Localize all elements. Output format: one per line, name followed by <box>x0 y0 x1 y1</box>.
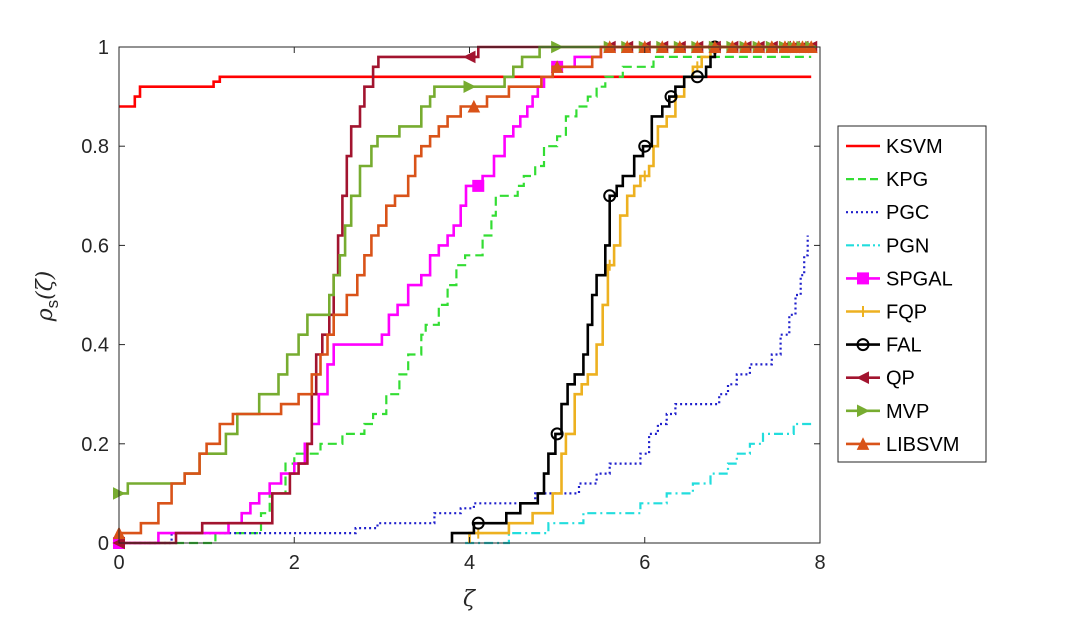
series-line-mvp <box>119 45 812 495</box>
legend-label: MVP <box>886 401 929 423</box>
series-marker-libsvm <box>467 99 481 113</box>
y-axis-label-arg: (ζ) <box>33 271 58 300</box>
legend-entry-pgn: PGN <box>846 235 929 257</box>
series-marker-fal <box>471 516 485 530</box>
x-tick-label: 2 <box>289 552 300 574</box>
legend-label: LIBSVM <box>886 434 959 456</box>
legend-marker <box>857 272 869 285</box>
x-tick-label: 0 <box>113 552 124 574</box>
svg-text:ρs(ζ): ρs(ζ) <box>33 271 62 323</box>
series-line-kpg <box>119 55 812 545</box>
x-tick-label: 4 <box>464 552 475 574</box>
legend-entry-spgal: SPGAL <box>846 268 953 290</box>
series-marker-qp <box>462 50 476 64</box>
series-marker-fqp <box>639 170 651 182</box>
plot-area <box>119 47 820 543</box>
series-line-pgc <box>119 235 809 545</box>
series-line-libsvm <box>119 45 812 535</box>
legend-label: SPGAL <box>886 268 953 290</box>
legend-label: QP <box>886 368 915 390</box>
ticks-layer: 0 2 4 6 8 0 0.2 0.4 0.6 0.8 1 <box>81 37 825 574</box>
series-marker-spgal <box>472 179 485 192</box>
y-tick-label: 0.6 <box>81 235 109 257</box>
y-tick-label: 1 <box>98 37 109 59</box>
series-marker-fal <box>638 139 652 153</box>
legend-label: KPG <box>886 169 928 191</box>
y-tick-label: 0.4 <box>81 335 109 357</box>
legend: KSVM KPG PGC PGN SPGAL FQP FAL QP MVP LIBSVM <box>837 125 987 463</box>
legend-entry-mvp: MVP <box>846 401 929 423</box>
legend-entry-pgc: PGC <box>846 202 929 224</box>
series-line-ksvm <box>119 75 812 108</box>
legend-entry-ksvm: KSVM <box>846 136 943 158</box>
x-axis-label: ζ <box>463 587 477 612</box>
y-axis-label-sub: s <box>43 300 62 309</box>
legend-entry-qp: QP <box>846 368 915 390</box>
series-line-pgn <box>465 422 812 545</box>
series-kpg <box>119 55 812 545</box>
legend-label: FQP <box>886 302 927 324</box>
legend-entry-libsvm: LIBSVM <box>846 434 959 456</box>
legend-entry-fqp: FQP <box>846 302 927 324</box>
legend-marker <box>857 404 870 418</box>
x-tick-label: 6 <box>639 552 650 574</box>
y-tick-label: 0.8 <box>81 136 109 158</box>
legend-box <box>837 125 987 463</box>
series-marker-fal <box>603 189 617 203</box>
series-line-qp <box>119 45 812 545</box>
legend-label: KSVM <box>886 136 943 158</box>
legend-marker <box>856 371 869 385</box>
y-axis-label: ρs(ζ) <box>33 271 62 323</box>
x-tick-label: 8 <box>814 552 825 574</box>
legend-entry-fal: FAL <box>846 335 922 357</box>
legend-label: PGN <box>886 235 929 257</box>
legend-marker <box>856 338 870 352</box>
series-ksvm <box>119 75 812 108</box>
y-tick-label: 0.2 <box>81 434 109 456</box>
legend-marker <box>857 306 869 317</box>
legend-label: PGC <box>886 202 929 224</box>
y-tick-label: 0 <box>98 533 109 555</box>
series-pgc <box>119 235 809 545</box>
legend-label: FAL <box>886 335 922 357</box>
series-pgn <box>465 422 812 545</box>
y-axis-label-main: ρ <box>33 308 58 322</box>
series-marker-libsvm <box>550 60 564 73</box>
legend-entry-kpg: KPG <box>846 169 928 191</box>
series-marker-mvp <box>463 80 477 93</box>
legend-marker <box>856 437 870 450</box>
series-marker-fal <box>550 427 564 441</box>
series-line-spgal <box>119 45 812 545</box>
series-marker-fal <box>690 70 704 84</box>
series-marker-fal <box>664 90 678 104</box>
